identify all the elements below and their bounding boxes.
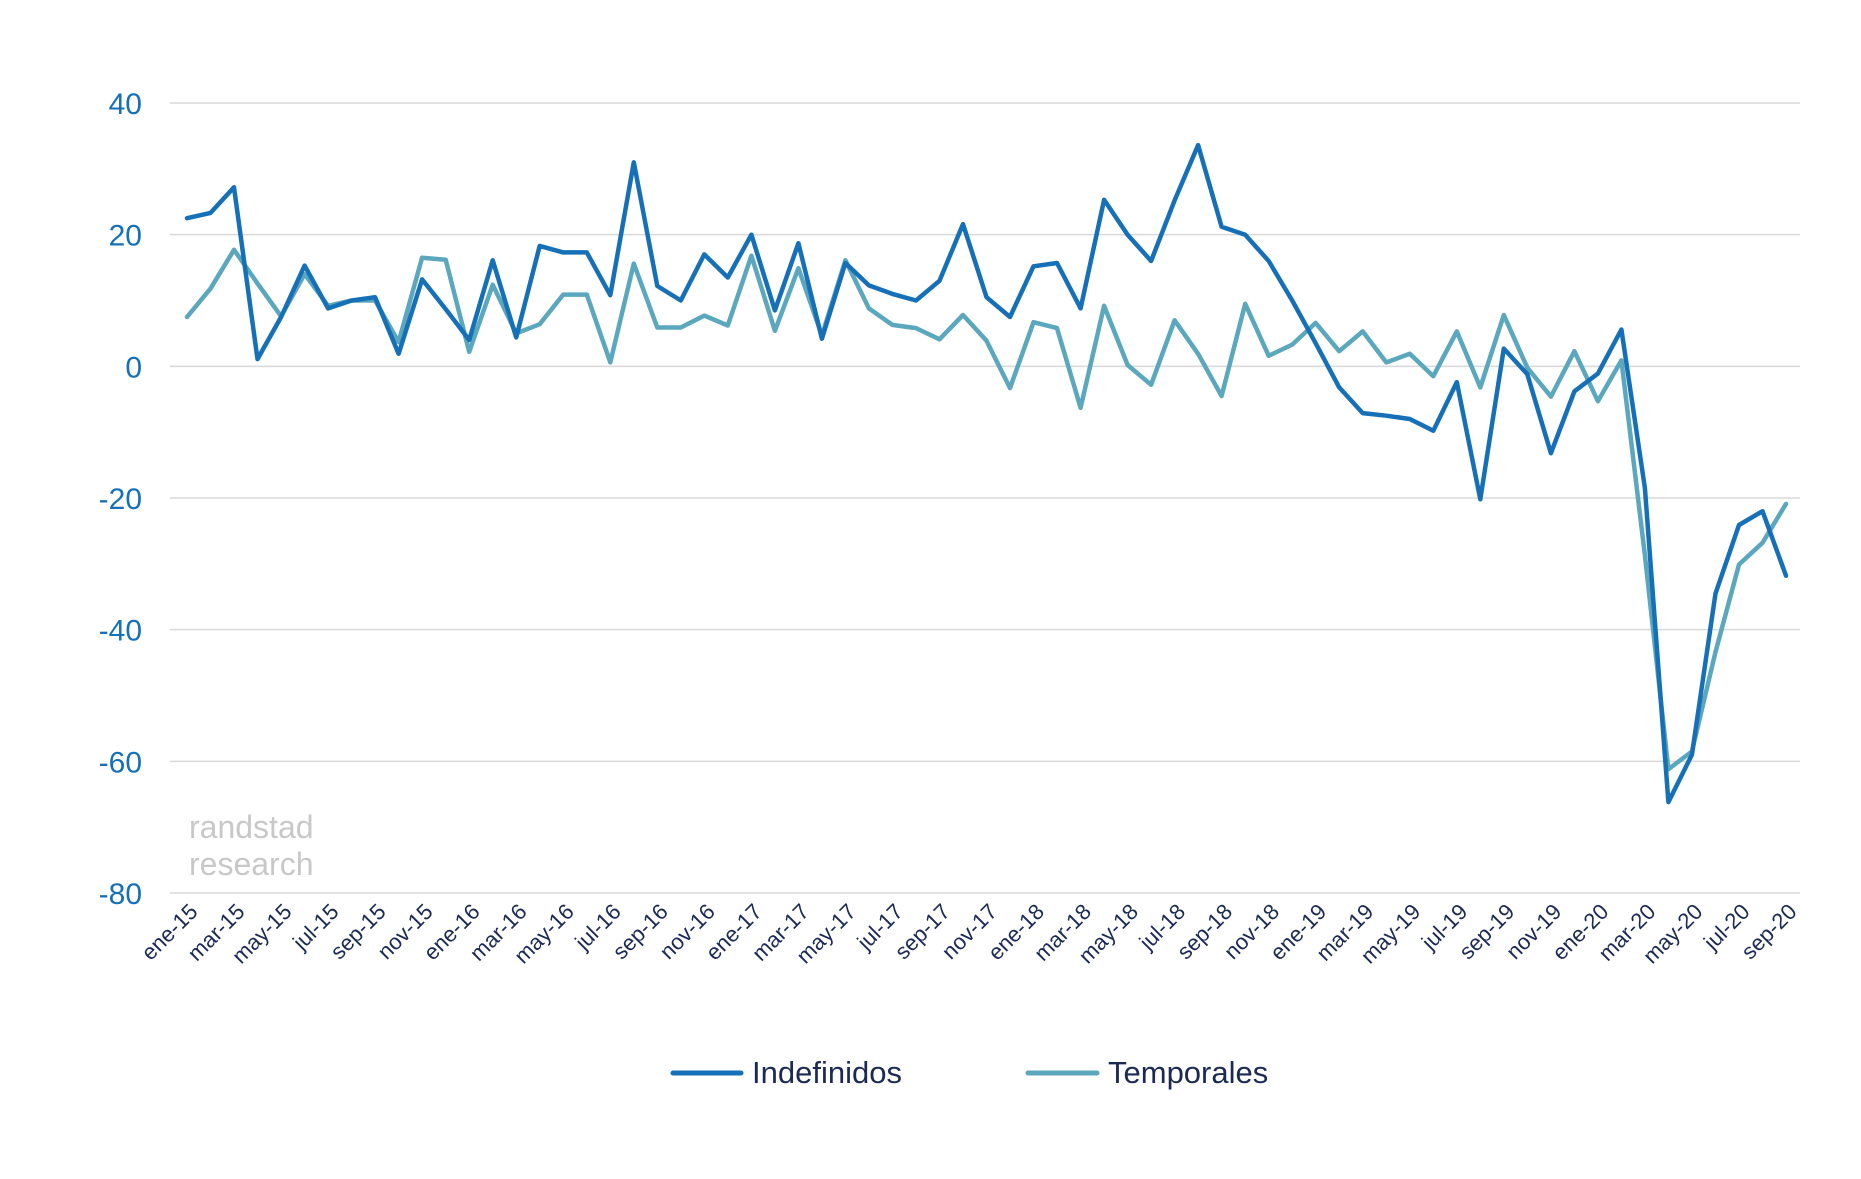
y-tick-label: -40 xyxy=(99,615,142,648)
series-line-indefinidos xyxy=(184,142,1789,805)
x-axis-ticks: ene-15mar-15may-15jul-15sep-15nov-15ene-… xyxy=(136,899,1801,969)
gridlines xyxy=(170,102,1800,894)
series-lines xyxy=(184,142,1789,805)
y-tick-label: -60 xyxy=(99,746,142,779)
y-axis-ticks: 40 20 0 -20 -40 -60 -80 xyxy=(99,88,142,911)
watermark: randstad research xyxy=(189,809,314,882)
legend: Indefinidos Temporales xyxy=(670,1055,1268,1090)
y-tick-label: -80 xyxy=(99,878,142,911)
y-tick-label: 40 xyxy=(109,88,142,121)
watermark-line-2: research xyxy=(189,846,314,882)
legend-label-temporales: Temporales xyxy=(1108,1055,1268,1090)
y-tick-label: 0 xyxy=(125,351,142,384)
y-tick-label: -20 xyxy=(99,483,142,516)
legend-label-indefinidos: Indefinidos xyxy=(752,1055,902,1090)
watermark-line-1: randstad xyxy=(189,809,314,845)
y-tick-label: 20 xyxy=(109,220,142,253)
series-line-temporales xyxy=(184,247,1789,772)
